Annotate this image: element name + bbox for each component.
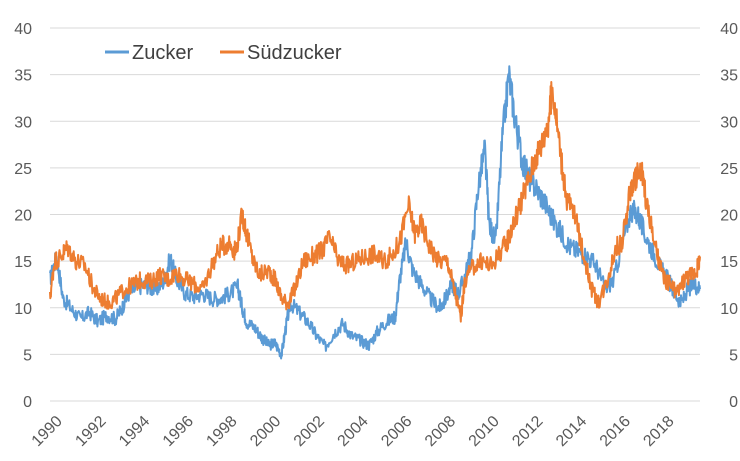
right-y-tick-label: 15 (720, 254, 738, 271)
legend-label-suedzucker: Südzucker (247, 42, 342, 64)
x-tick-label: 2008 (422, 413, 459, 450)
right-y-axis: 0 5 10 15 20 25 30 35 40 (720, 21, 738, 411)
left-y-tick-label: 15 (14, 254, 32, 271)
left-y-tick-label: 10 (14, 301, 32, 318)
left-y-tick-label: 5 (23, 347, 32, 364)
x-tick-label: 2014 (553, 413, 590, 450)
x-tick-label: 1990 (29, 413, 66, 450)
left-y-tick-label: 30 (14, 114, 32, 131)
right-y-tick-label: 5 (729, 347, 738, 364)
x-tick-label: 2016 (597, 413, 634, 450)
gridlines (50, 27, 700, 402)
x-tick-label: 2018 (640, 413, 677, 450)
left-y-tick-label: 20 (14, 208, 32, 225)
x-tick-label: 1994 (116, 413, 153, 450)
x-tick-label: 2004 (335, 413, 372, 450)
right-y-tick-label: 25 (720, 161, 738, 178)
legend-label-zucker: Zucker (132, 42, 193, 64)
left-y-tick-label: 25 (14, 161, 32, 178)
series-line-zucker (49, 65, 701, 360)
x-tick-label: 2002 (291, 413, 328, 450)
right-y-tick-label: 35 (720, 68, 738, 85)
x-tick-label: 1996 (160, 413, 197, 450)
right-y-tick-label: 0 (729, 394, 738, 411)
x-tick-label: 2012 (509, 413, 546, 450)
x-axis: 1990 1992 1994 1996 1998 2000 2002 2004 2006 2008… (29, 413, 678, 450)
right-y-tick-label: 30 (720, 114, 738, 131)
right-y-tick-label: 10 (720, 301, 738, 318)
right-y-tick-label: 20 (720, 208, 738, 225)
x-tick-label: 1998 (203, 413, 240, 450)
left-y-tick-label: 0 (23, 394, 32, 411)
x-tick-label: 1992 (72, 413, 109, 450)
series-line-suedzucker (49, 81, 701, 323)
left-y-tick-label: 35 (14, 68, 32, 85)
series-layer (49, 65, 701, 360)
right-y-tick-label: 40 (720, 21, 738, 38)
x-tick-label: 2006 (378, 413, 415, 450)
left-y-tick-label: 40 (14, 21, 32, 38)
x-tick-label: 2000 (247, 413, 284, 450)
legend: Zucker Südzucker (105, 42, 342, 64)
left-y-axis: 0 5 10 15 20 25 30 35 40 (14, 21, 32, 411)
x-tick-label: 2010 (466, 413, 503, 450)
